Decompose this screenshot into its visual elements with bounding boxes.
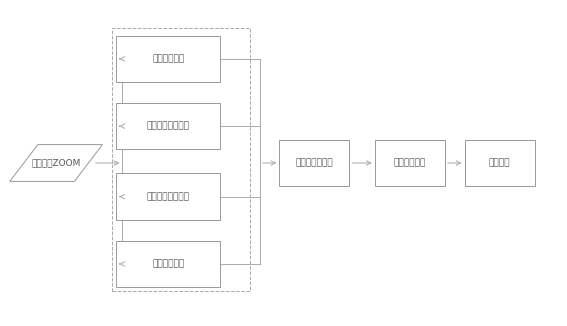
Text: 页面设置管理器: 页面设置管理器 bbox=[295, 158, 333, 168]
FancyBboxPatch shape bbox=[116, 103, 221, 149]
Text: 键入命令ZOOM: 键入命令ZOOM bbox=[31, 158, 81, 168]
FancyBboxPatch shape bbox=[280, 140, 349, 186]
Polygon shape bbox=[10, 144, 103, 182]
Text: 手动选择打印: 手动选择打印 bbox=[153, 54, 184, 63]
Text: 打印全部图纸: 打印全部图纸 bbox=[153, 259, 184, 268]
Text: 打印模型空间图纸: 打印模型空间图纸 bbox=[147, 122, 190, 131]
Text: 打印布局空间图纸: 打印布局空间图纸 bbox=[147, 192, 190, 201]
FancyBboxPatch shape bbox=[116, 173, 221, 220]
FancyBboxPatch shape bbox=[375, 140, 445, 186]
FancyBboxPatch shape bbox=[116, 241, 221, 287]
FancyBboxPatch shape bbox=[464, 140, 535, 186]
Text: 开始打印: 开始打印 bbox=[489, 158, 510, 168]
FancyBboxPatch shape bbox=[116, 36, 221, 82]
FancyBboxPatch shape bbox=[112, 28, 250, 291]
Text: 修改页面设置: 修改页面设置 bbox=[393, 158, 426, 168]
